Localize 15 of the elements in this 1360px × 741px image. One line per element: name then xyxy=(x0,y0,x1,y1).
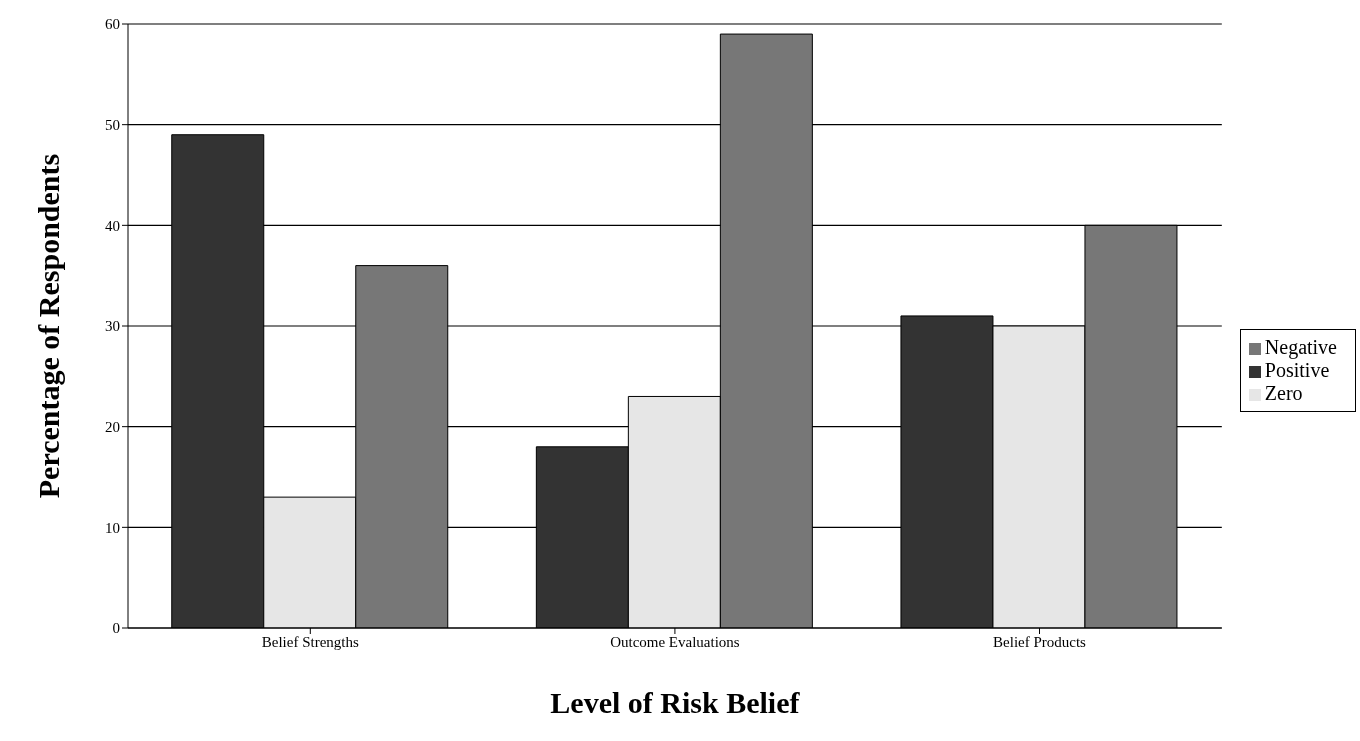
legend-label: Zero xyxy=(1264,382,1303,404)
y-tick-label: 40 xyxy=(105,217,120,234)
y-tick-label: 20 xyxy=(105,418,120,435)
x-tick-label: Belief Products xyxy=(993,633,1087,650)
legend-label: Positive xyxy=(1264,359,1330,381)
x-tick-label: Belief Strengths xyxy=(261,633,359,650)
y-tick-label: 60 xyxy=(105,16,120,33)
y-tick-label: 0 xyxy=(112,620,120,637)
y-tick-label: 30 xyxy=(105,318,120,335)
y-axis-title: Percentage of Respondents xyxy=(31,153,65,499)
y-tick-label: 50 xyxy=(105,116,120,133)
legend-label: Negative xyxy=(1264,336,1337,358)
x-tick-label: Outcome Evaluations xyxy=(610,633,740,650)
x-axis-title: Level of Risk Belief xyxy=(550,686,801,719)
y-tick-label: 10 xyxy=(105,519,120,536)
